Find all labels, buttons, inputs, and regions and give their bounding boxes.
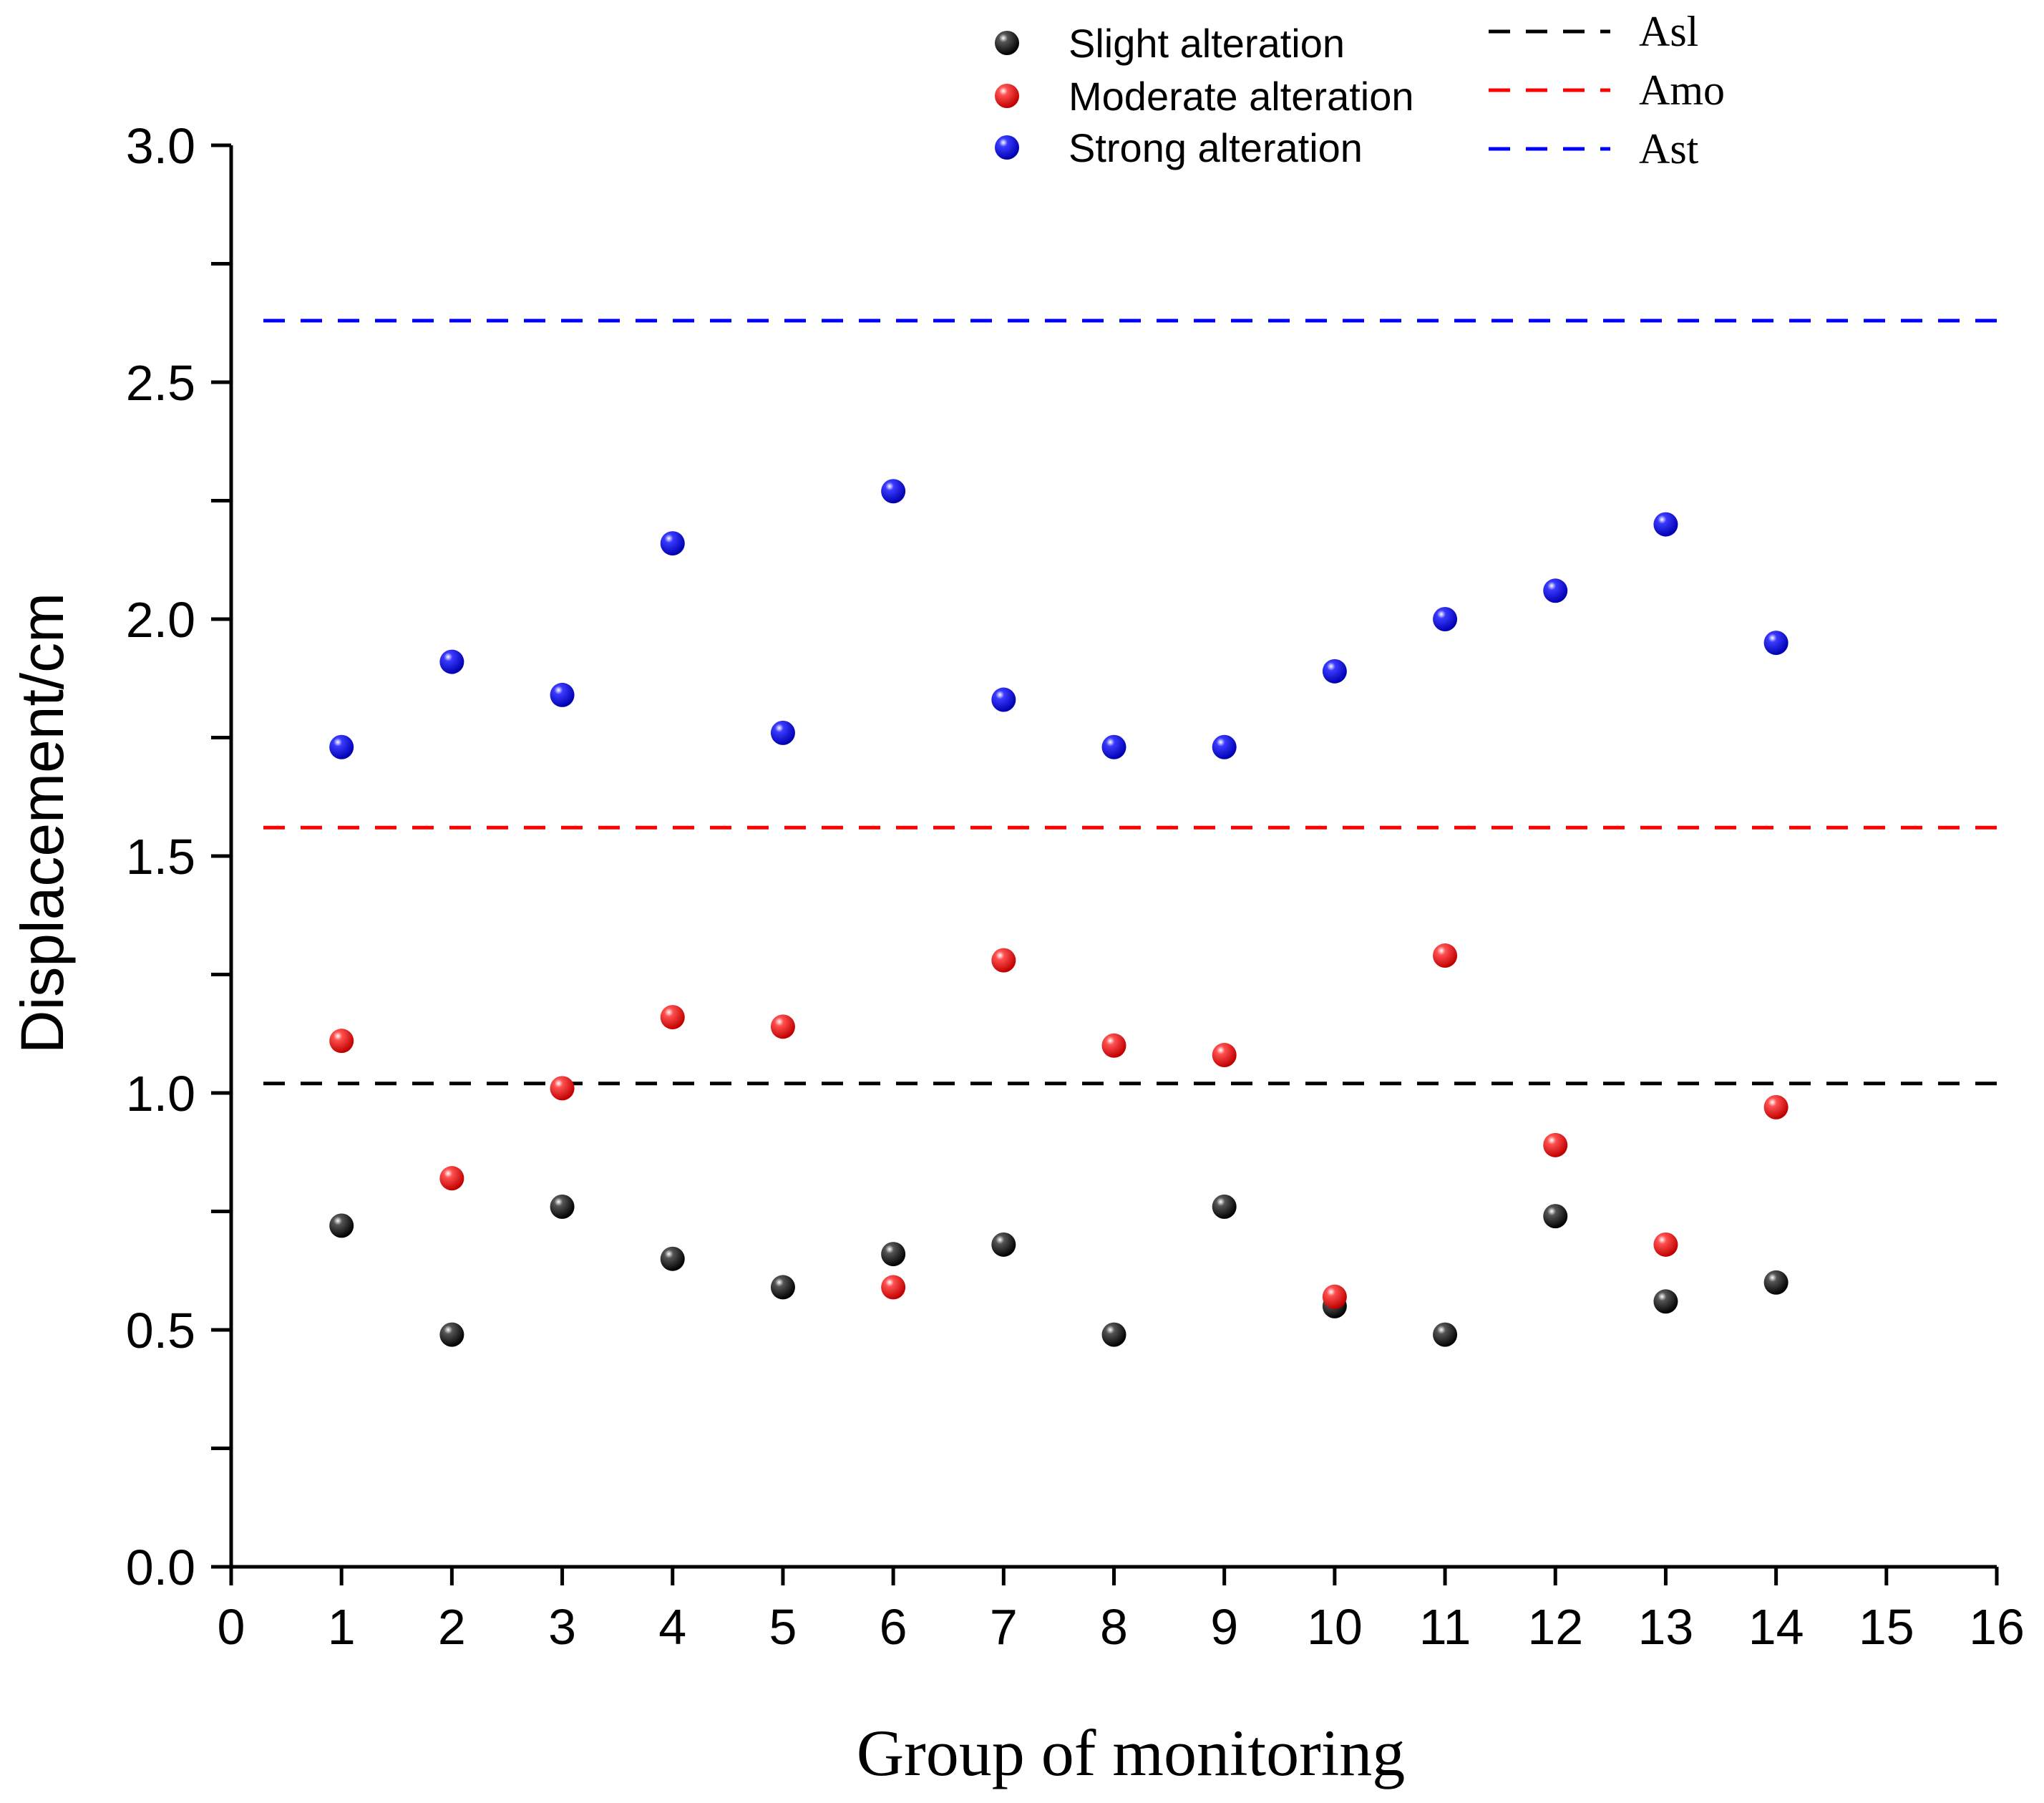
data-point bbox=[770, 720, 795, 745]
data-point bbox=[1101, 1033, 1126, 1058]
x-tick-label: 14 bbox=[1748, 1599, 1804, 1655]
data-point bbox=[881, 479, 906, 504]
x-tick-label: 8 bbox=[1100, 1599, 1128, 1655]
data-point bbox=[1101, 1322, 1126, 1347]
x-axis-label: Group of monitoring bbox=[857, 1716, 1406, 1789]
legend-label: Asl bbox=[1639, 8, 1698, 55]
data-point bbox=[550, 1076, 575, 1101]
x-tick-label: 10 bbox=[1307, 1599, 1363, 1655]
data-point bbox=[1433, 943, 1458, 968]
y-tick-label: 0.0 bbox=[126, 1540, 195, 1595]
data-point bbox=[1543, 1204, 1568, 1229]
y-tick-label: 1.0 bbox=[126, 1066, 195, 1122]
series-moderate-alteration bbox=[329, 943, 1788, 1309]
data-point bbox=[660, 1246, 685, 1271]
data-point bbox=[660, 531, 685, 556]
series-strong-alteration bbox=[329, 479, 1788, 759]
x-tick-label: 5 bbox=[769, 1599, 797, 1655]
data-point bbox=[1763, 1270, 1788, 1295]
legend-label: Ast bbox=[1639, 125, 1699, 172]
legend-box bbox=[952, 13, 1439, 179]
data-point bbox=[439, 649, 464, 674]
x-tick-label: 3 bbox=[548, 1599, 576, 1655]
data-point bbox=[1543, 578, 1568, 603]
x-tick-label: 12 bbox=[1527, 1599, 1583, 1655]
y-tick-label: 1.5 bbox=[126, 829, 195, 885]
y-tick-label: 0.5 bbox=[126, 1303, 195, 1359]
x-tick-label: 15 bbox=[1859, 1599, 1914, 1655]
data-point bbox=[1433, 607, 1458, 631]
x-tick-label: 11 bbox=[1419, 1599, 1471, 1655]
data-point bbox=[881, 1275, 906, 1300]
axes: 0.00.51.01.52.02.53.00 1 2 3 4 5 6 7 8 9 10 11 12 13 1… bbox=[126, 118, 2025, 1655]
data-point bbox=[329, 1029, 354, 1054]
data-point bbox=[1653, 512, 1678, 537]
data-point bbox=[1322, 658, 1347, 684]
data-point bbox=[439, 1166, 464, 1191]
legend-label: Moderate alteration bbox=[1069, 74, 1414, 119]
data-point bbox=[660, 1005, 685, 1030]
data-point bbox=[329, 1213, 354, 1238]
legend: Slight alteration Moderate alteration Stro… bbox=[952, 8, 1725, 179]
data-point bbox=[439, 1322, 464, 1347]
data-point bbox=[550, 682, 575, 707]
data-point bbox=[770, 1014, 795, 1039]
reference-lines bbox=[263, 319, 1997, 1086]
data-point bbox=[1212, 1194, 1237, 1219]
data-point bbox=[770, 1275, 795, 1300]
legend-marker bbox=[995, 84, 1019, 108]
x-tick-label: 2 bbox=[438, 1599, 466, 1655]
y-tick-label: 2.5 bbox=[126, 355, 195, 411]
data-point bbox=[1322, 1284, 1347, 1309]
data-point bbox=[1763, 1094, 1788, 1119]
series-slight-alteration bbox=[329, 1194, 1788, 1347]
legend-label: Amo bbox=[1639, 67, 1725, 114]
data-point bbox=[329, 734, 354, 759]
x-tick-label: 13 bbox=[1638, 1599, 1694, 1655]
x-tick-label: 6 bbox=[880, 1599, 907, 1655]
data-point bbox=[1653, 1232, 1678, 1257]
legend-marker bbox=[995, 135, 1019, 160]
data-point bbox=[1433, 1322, 1458, 1347]
data-point bbox=[1763, 631, 1788, 656]
data-points bbox=[329, 479, 1788, 1347]
legend-label: Strong alteration bbox=[1069, 125, 1363, 170]
data-point bbox=[881, 1242, 906, 1267]
data-point bbox=[991, 948, 1016, 973]
data-point bbox=[1212, 734, 1237, 759]
data-point bbox=[1653, 1289, 1678, 1314]
x-tick-label: 4 bbox=[658, 1599, 686, 1655]
y-tick-label: 3.0 bbox=[126, 118, 195, 174]
data-point bbox=[1101, 734, 1126, 759]
y-axis-label: Displacement/cm bbox=[9, 593, 76, 1054]
legend-label: Slight alteration bbox=[1069, 21, 1345, 66]
legend-marker bbox=[995, 31, 1019, 55]
data-point bbox=[991, 687, 1016, 712]
y-tick-label: 2.0 bbox=[126, 592, 195, 648]
x-tick-label: 0 bbox=[218, 1599, 245, 1655]
x-tick-label: 9 bbox=[1210, 1599, 1238, 1655]
data-point bbox=[550, 1194, 575, 1219]
data-point bbox=[1543, 1132, 1568, 1157]
data-point bbox=[991, 1232, 1016, 1257]
x-tick-label: 1 bbox=[328, 1599, 356, 1655]
x-tick-label: 7 bbox=[990, 1599, 1018, 1655]
data-point bbox=[1212, 1043, 1237, 1068]
x-tick-label: 16 bbox=[1969, 1599, 2025, 1655]
